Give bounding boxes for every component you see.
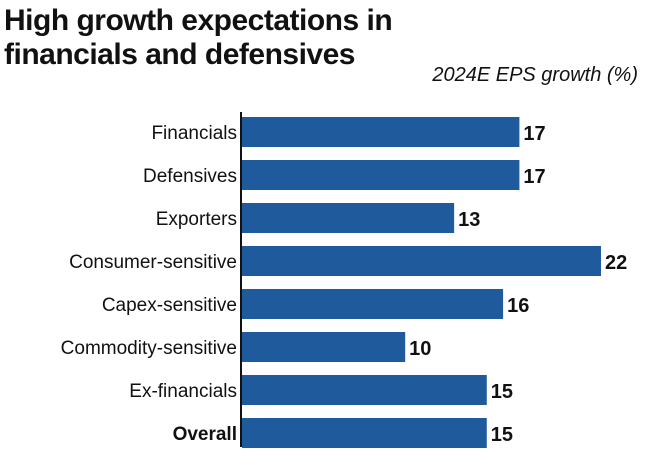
- value-label-ex-financials: 15: [491, 381, 513, 403]
- category-label-financials: Financials: [151, 123, 237, 144]
- bar-commodity-sensitive: [242, 332, 406, 362]
- bar-exporters: [242, 203, 455, 233]
- category-label-commodity-sensitive: Commodity-sensitive: [61, 338, 237, 359]
- bar-ex-financials: [242, 375, 487, 405]
- bar-overall: [242, 418, 487, 448]
- value-label-commodity-sensitive: 10: [409, 338, 431, 360]
- bar-consumer-sensitive: [242, 246, 601, 276]
- category-label-consumer-sensitive: Consumer-sensitive: [69, 252, 237, 273]
- bar-defensives: [242, 160, 520, 190]
- bar-financials: [242, 117, 520, 147]
- value-label-exporters: 13: [458, 209, 480, 231]
- category-label-overall: Overall: [173, 424, 237, 445]
- category-label-capex-sensitive: Capex-sensitive: [102, 295, 237, 316]
- value-label-defensives: 17: [523, 166, 545, 188]
- value-label-overall: 15: [491, 424, 513, 446]
- value-label-financials: 17: [523, 123, 545, 145]
- category-label-exporters: Exporters: [156, 209, 237, 230]
- category-label-ex-financials: Ex-financials: [129, 381, 237, 402]
- category-label-defensives: Defensives: [143, 166, 237, 187]
- bars-layer: Financials 17 Defensives 17 Exporters 13 Consu…: [61, 117, 627, 448]
- chart-subtitle: 2024E EPS growth (%): [432, 64, 638, 86]
- bar-capex-sensitive: [242, 289, 504, 319]
- chart-title: High growth expectations in financials a…: [4, 4, 393, 71]
- value-label-consumer-sensitive: 22: [605, 252, 627, 274]
- value-label-capex-sensitive: 16: [507, 295, 529, 317]
